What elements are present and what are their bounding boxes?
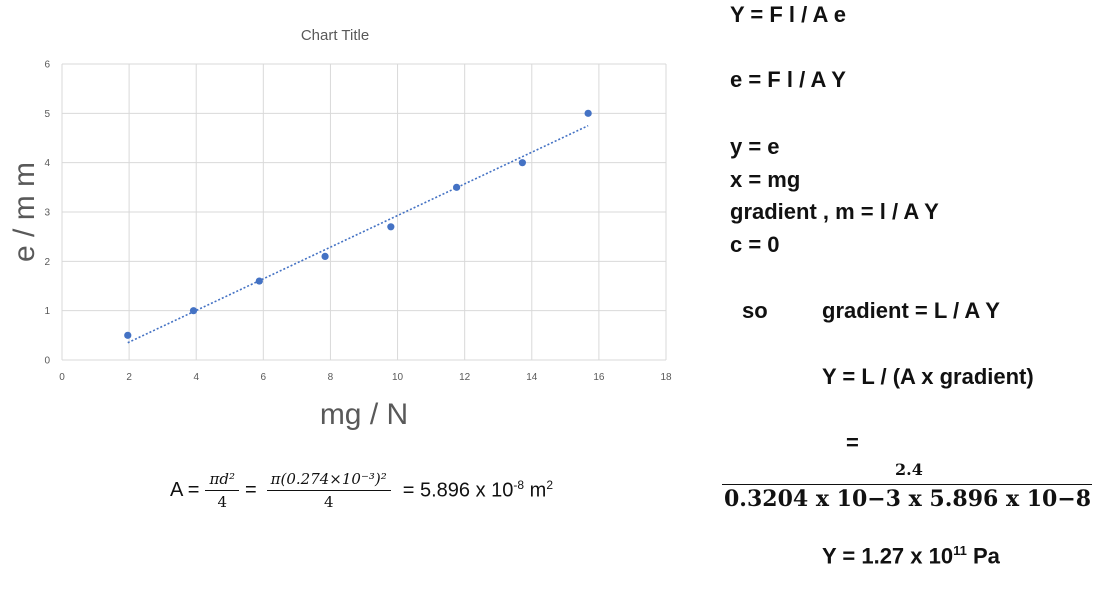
area-result-unit: m: [524, 479, 547, 502]
data-point: [255, 277, 263, 285]
result-unit: Pa: [966, 543, 1000, 569]
data-point: [518, 159, 526, 167]
area-result: = 5.896 x 10-8 m2: [403, 478, 553, 503]
chart-points: [124, 109, 592, 339]
formula-extension: e = F l / A Y: [730, 67, 846, 92]
area-fraction-2-den: 4: [323, 493, 334, 511]
x-axis-label: mg / N: [320, 398, 408, 431]
result-young-modulus: Y = 1.27 x 1011 Pa: [822, 543, 1000, 569]
y-tick-label: 4: [44, 158, 50, 169]
y-tick-label: 2: [44, 257, 50, 268]
equals-sign: =: [846, 430, 859, 455]
trendline: [127, 124, 589, 344]
area-fraction-2: π(0.274×10⁻³)² 4: [266, 470, 391, 511]
result-prefix: Y = 1.27 x 10: [822, 543, 954, 569]
chart-grid: [61, 63, 667, 361]
area-fraction-2-num: π(0.274×10⁻³)²: [266, 470, 391, 491]
area-fraction-1-den: 4: [217, 493, 227, 511]
formula-gradient: gradient , m = l / A Y: [730, 199, 939, 224]
y-tick-label: 1: [44, 306, 50, 317]
x-tick-label: 12: [459, 372, 471, 383]
formula-gradient-l: gradient = L / A Y: [822, 298, 1000, 323]
area-lhs: A =: [170, 479, 200, 501]
data-point: [387, 223, 395, 231]
fraction-denominator: 0.3204 x 10−3 x 5.896 x 10−8: [724, 486, 1092, 512]
formula-intercept: c = 0: [730, 232, 780, 257]
y-tick-label: 3: [44, 208, 50, 219]
y-tick-label: 5: [44, 109, 50, 120]
area-result-prefix: = 5.896 x 10: [402, 479, 514, 502]
data-point: [321, 252, 329, 260]
formula-y-equals-e: y = e: [730, 134, 780, 159]
x-tick-label: 10: [392, 372, 404, 383]
fraction-numerator: 2.4: [895, 460, 923, 479]
x-tick-label: 8: [328, 372, 334, 383]
x-tick-label: 14: [526, 372, 538, 383]
area-result-unit-exponent: 2: [546, 478, 553, 493]
area-result-exponent: -8: [513, 478, 525, 493]
area-equals: =: [244, 479, 257, 501]
y-tick-label: 6: [44, 60, 50, 71]
formula-x-equals-mg: x = mg: [730, 167, 801, 192]
fraction-bar: [722, 484, 1092, 485]
area-fraction-1-num: πd²: [205, 470, 239, 491]
x-tick-label: 6: [261, 372, 267, 383]
y-tick-label: 0: [44, 356, 50, 367]
chart-title: Chart Title: [301, 27, 369, 44]
data-point: [453, 183, 461, 191]
so-label: so: [742, 298, 768, 323]
x-tick-label: 16: [593, 372, 605, 383]
data-point: [124, 331, 132, 339]
area-calculation: A = πd² 4 = π(0.274×10⁻³)² 4 = 5.896 x 1…: [170, 470, 553, 511]
chart-trend: [127, 124, 589, 344]
area-fraction-1: πd² 4: [205, 470, 239, 511]
data-point: [189, 307, 198, 315]
x-tick-label: 18: [660, 372, 672, 383]
data-point: [584, 109, 592, 117]
y-axis-label: e / m m: [8, 162, 41, 262]
x-tick-label: 0: [59, 372, 65, 383]
formula-young-modulus: Y = F l / A e: [730, 2, 846, 27]
result-exponent: 11: [953, 543, 967, 558]
x-tick-label: 2: [126, 372, 132, 383]
x-tick-label: 4: [193, 372, 199, 383]
formula-y-rearranged: Y = L / (A x gradient): [822, 364, 1034, 389]
